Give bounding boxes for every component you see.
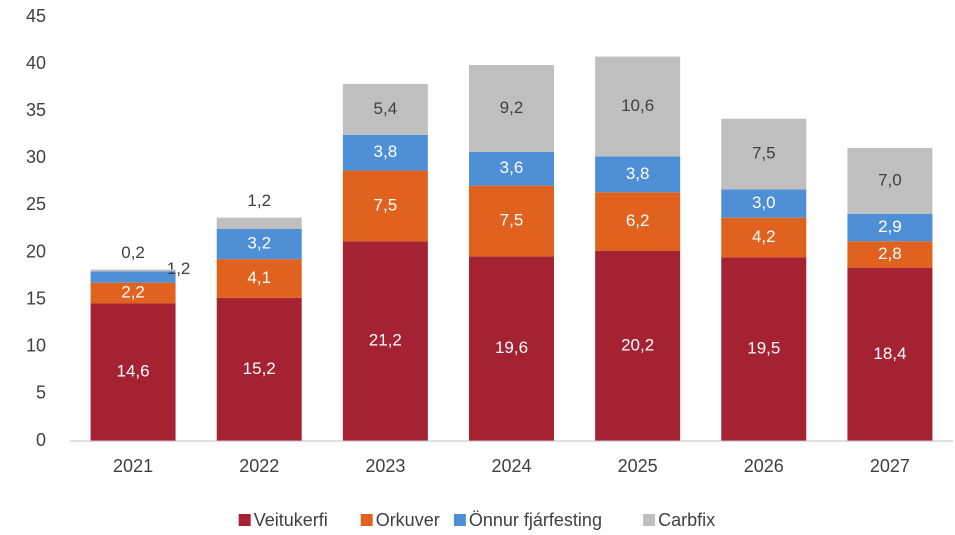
data-label: 4,2 xyxy=(752,227,776,246)
data-label: 7,5 xyxy=(500,210,524,229)
data-label: 20,2 xyxy=(621,335,654,354)
data-label: 3,8 xyxy=(626,164,650,183)
legend-label: Orkuver xyxy=(376,510,440,530)
data-label: 3,2 xyxy=(247,234,271,253)
data-label: 5,4 xyxy=(374,99,398,118)
y-tick-label: 40 xyxy=(26,53,46,73)
y-tick-label: 20 xyxy=(26,241,46,261)
x-tick-label: 2023 xyxy=(365,456,405,476)
data-label: 3,0 xyxy=(752,193,776,212)
data-label: 3,8 xyxy=(374,142,398,161)
legend-label: Carbfix xyxy=(658,510,715,530)
bar-segment xyxy=(216,217,302,229)
data-label: 0,2 xyxy=(121,243,145,262)
bar-segment xyxy=(90,269,176,272)
data-label: 4,1 xyxy=(247,268,271,287)
bar-segment xyxy=(847,213,933,242)
bar-segment xyxy=(342,170,428,242)
data-label: 2,9 xyxy=(878,217,902,236)
bar-segment xyxy=(595,192,681,251)
bar-segment xyxy=(90,271,176,283)
data-label: 7,5 xyxy=(752,144,776,163)
data-label: 2,8 xyxy=(878,244,902,263)
bar-segment xyxy=(216,297,302,441)
data-label: 1,2 xyxy=(247,191,271,210)
y-tick-label: 5 xyxy=(36,383,46,403)
bar-segment xyxy=(721,118,807,190)
x-tick-label: 2024 xyxy=(491,456,531,476)
data-label: 7,0 xyxy=(878,170,902,189)
bar-segment xyxy=(721,217,807,258)
data-label: 19,6 xyxy=(495,338,528,357)
bar-segment xyxy=(90,282,176,304)
x-tick-label: 2021 xyxy=(113,456,153,476)
data-label: 19,5 xyxy=(747,339,780,358)
bar-segment xyxy=(721,189,807,218)
y-tick-label: 30 xyxy=(26,147,46,167)
data-label: 18,4 xyxy=(873,344,906,363)
x-tick-label: 2026 xyxy=(744,456,784,476)
y-tick-label: 0 xyxy=(36,430,46,450)
bar-segment xyxy=(216,259,302,298)
y-tick-label: 25 xyxy=(26,194,46,214)
x-tick-label: 2025 xyxy=(618,456,658,476)
bar-segment xyxy=(847,267,933,441)
bar-segment xyxy=(342,134,428,171)
data-label: 14,6 xyxy=(117,362,150,381)
legend-swatch xyxy=(643,514,656,526)
legend-swatch xyxy=(360,514,373,526)
data-label: 7,5 xyxy=(374,195,398,214)
bar-segment xyxy=(469,151,554,186)
data-label: 3,6 xyxy=(500,158,524,177)
y-tick-label: 35 xyxy=(26,100,46,120)
legend-swatch xyxy=(453,514,466,526)
y-tick-label: 15 xyxy=(26,288,46,308)
x-tick-label: 2022 xyxy=(239,456,279,476)
legend-label: Önnur fjárfesting xyxy=(469,510,602,530)
legend-label: Veitukerfi xyxy=(254,510,328,530)
bar-segment xyxy=(595,156,681,193)
bar-segment xyxy=(469,256,554,441)
bar-segment xyxy=(847,147,933,214)
data-label: 15,2 xyxy=(243,359,276,378)
bar-segment xyxy=(216,229,302,260)
data-label: 2,2 xyxy=(121,283,145,302)
x-tick-label: 2027 xyxy=(870,456,910,476)
y-tick-label: 10 xyxy=(26,336,46,356)
data-label: 6,2 xyxy=(626,211,650,230)
bar-segment xyxy=(90,303,176,441)
bar-segment xyxy=(342,83,428,135)
bar-segment xyxy=(469,65,554,152)
bar-segment xyxy=(595,250,681,441)
data-label: 10,6 xyxy=(621,96,654,115)
bar-segment xyxy=(847,241,933,268)
bar-segment xyxy=(469,185,554,257)
data-label: 9,2 xyxy=(500,98,524,117)
legend-swatch xyxy=(238,514,251,526)
bar-segment xyxy=(342,241,428,441)
data-label: 21,2 xyxy=(369,331,402,350)
bar-segment xyxy=(721,257,807,441)
y-tick-label: 45 xyxy=(26,6,46,26)
data-label: 1,2 xyxy=(167,259,191,278)
bar-segment xyxy=(595,56,681,157)
